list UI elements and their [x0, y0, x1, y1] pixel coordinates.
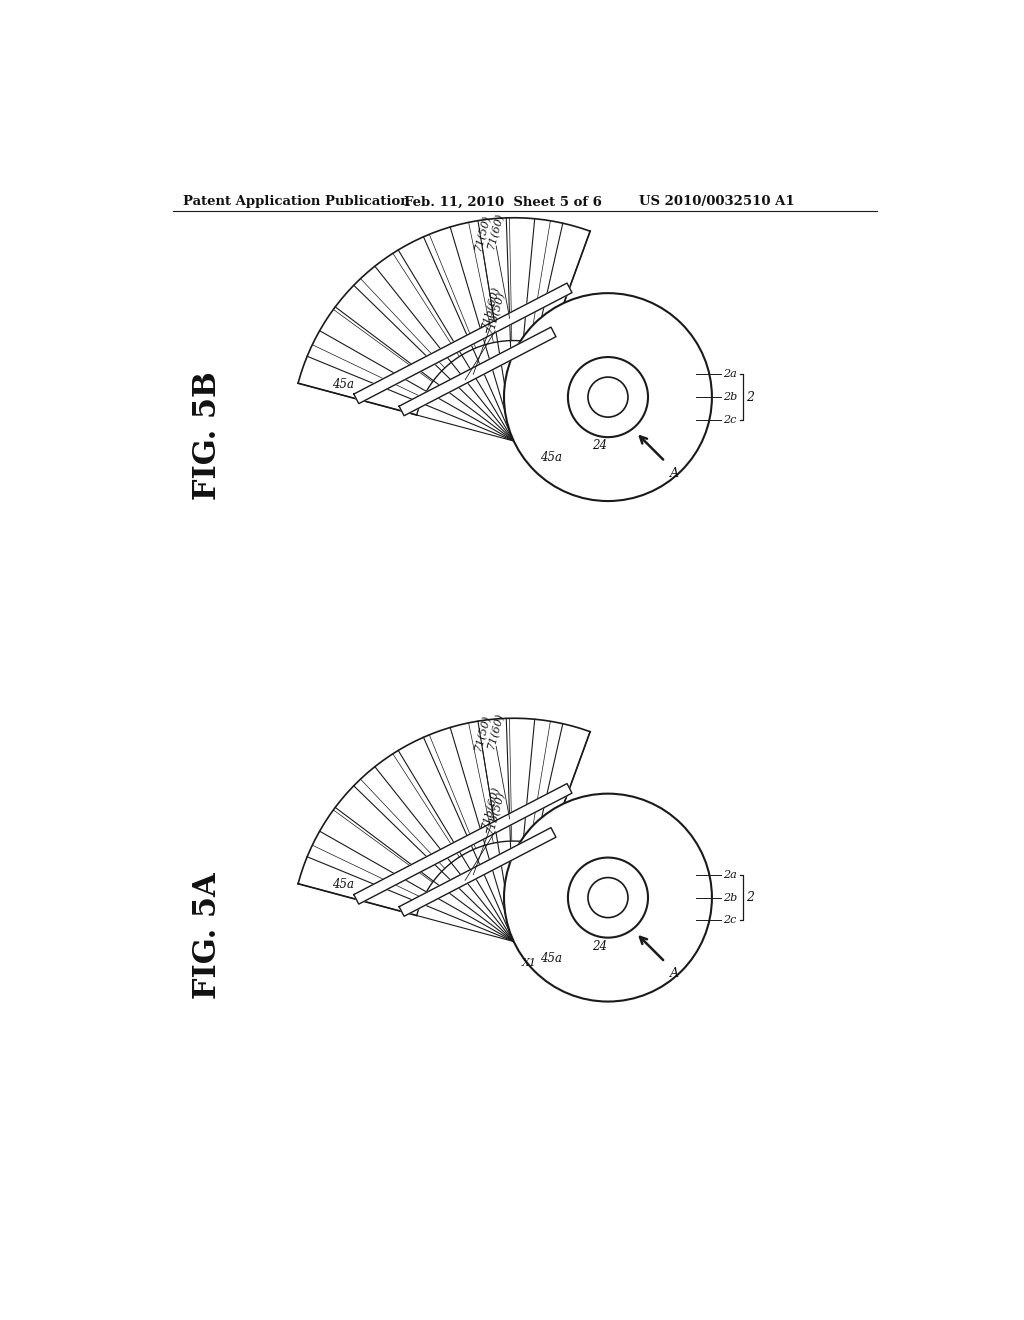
Polygon shape: [399, 828, 556, 916]
Text: FIG. 5A: FIG. 5A: [193, 873, 223, 999]
Text: 45a: 45a: [332, 878, 353, 891]
Text: X1: X1: [521, 958, 537, 969]
Text: A: A: [671, 968, 679, 981]
Circle shape: [568, 356, 648, 437]
Circle shape: [568, 858, 648, 937]
Text: 71(50): 71(50): [473, 713, 493, 752]
Text: 2a: 2a: [724, 870, 737, 879]
Text: Feb. 11, 2010  Sheet 5 of 6: Feb. 11, 2010 Sheet 5 of 6: [403, 195, 602, 209]
Text: 2c: 2c: [724, 916, 737, 925]
Text: 71(50): 71(50): [473, 213, 493, 252]
Text: 24: 24: [593, 940, 607, 953]
Circle shape: [588, 878, 628, 917]
Text: 71b(50): 71b(50): [484, 789, 506, 836]
Polygon shape: [354, 282, 572, 404]
Text: 2: 2: [745, 891, 754, 904]
Text: 24: 24: [593, 440, 607, 453]
Text: 71b(60): 71b(60): [480, 284, 502, 330]
Text: 2b: 2b: [724, 392, 737, 403]
Text: 71(60): 71(60): [486, 711, 506, 750]
Polygon shape: [354, 784, 572, 904]
Text: Patent Application Publication: Patent Application Publication: [183, 195, 410, 209]
Text: 2: 2: [745, 391, 754, 404]
Circle shape: [504, 293, 712, 502]
Text: 2a: 2a: [724, 370, 737, 379]
Text: 71(60): 71(60): [486, 211, 506, 249]
Text: A: A: [671, 467, 679, 479]
Circle shape: [504, 793, 712, 1002]
Polygon shape: [399, 327, 556, 416]
Circle shape: [588, 378, 628, 417]
Text: 2c: 2c: [724, 414, 737, 425]
Text: 45a: 45a: [540, 952, 562, 965]
Text: US 2010/0032510 A1: US 2010/0032510 A1: [639, 195, 795, 209]
Text: 45a: 45a: [540, 451, 562, 465]
Text: 71b(50): 71b(50): [484, 289, 506, 335]
Text: 45a: 45a: [332, 378, 353, 391]
Text: 71b(60): 71b(60): [480, 785, 502, 830]
Text: FIG. 5B: FIG. 5B: [193, 371, 223, 500]
Text: 2b: 2b: [724, 892, 737, 903]
